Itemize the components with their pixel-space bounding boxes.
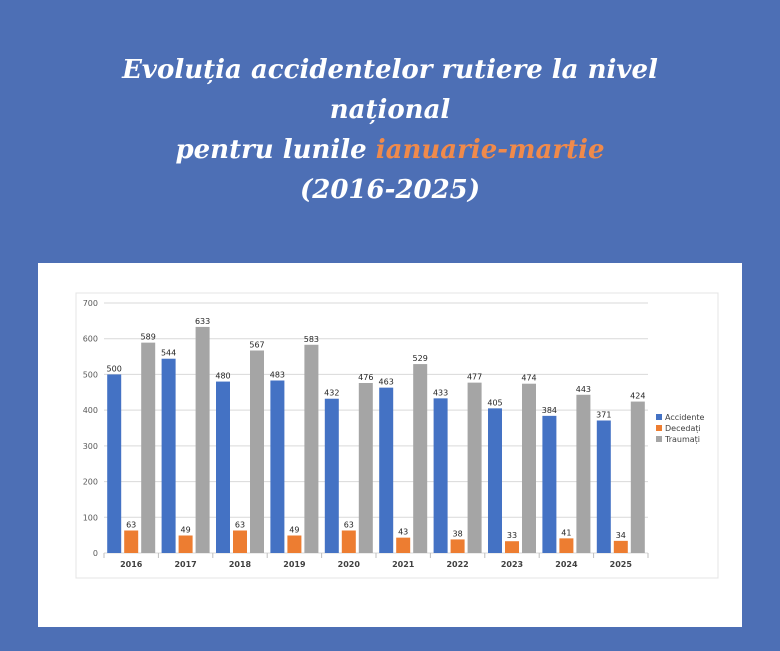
data-label: 433 xyxy=(433,388,448,397)
bar-accidente xyxy=(488,408,502,553)
bar-accidente xyxy=(216,381,230,553)
data-label: 477 xyxy=(467,373,482,382)
title-line-3: pentru lunile ianuarie-martie xyxy=(0,130,780,170)
bar-decedati xyxy=(233,530,247,553)
bar-decedati xyxy=(396,537,411,553)
data-label: 474 xyxy=(521,374,536,383)
legend-swatch xyxy=(656,436,662,442)
data-label: 63 xyxy=(344,521,354,530)
data-label: 41 xyxy=(561,528,571,537)
bar-accidente xyxy=(270,380,285,553)
data-label: 476 xyxy=(358,373,373,382)
bar-decedati xyxy=(178,535,193,553)
x-tick-label: 2017 xyxy=(174,560,196,569)
page-title: Evoluția accidentelor rutiere la nivel n… xyxy=(0,50,780,210)
x-tick-label: 2025 xyxy=(610,560,633,569)
data-label: 589 xyxy=(141,333,156,342)
data-label: 405 xyxy=(487,398,502,407)
data-label: 371 xyxy=(596,411,611,420)
x-tick-label: 2019 xyxy=(283,560,306,569)
data-label: 544 xyxy=(161,349,176,358)
bar-accidente xyxy=(379,387,394,553)
y-tick-label: 500 xyxy=(83,370,98,379)
bar-accidente xyxy=(596,420,611,553)
bar-decedati xyxy=(287,535,302,553)
bar-accidente xyxy=(107,374,122,553)
y-tick-label: 700 xyxy=(83,299,98,308)
legend-swatch xyxy=(656,414,662,420)
bar-accidente xyxy=(433,398,448,553)
bar-traumati xyxy=(576,394,591,553)
bar-traumati xyxy=(304,344,319,553)
bar-traumati xyxy=(413,364,428,553)
bar-traumati xyxy=(522,383,536,553)
x-tick-label: 2023 xyxy=(501,560,523,569)
title-highlight: ianuarie-martie xyxy=(375,135,605,165)
y-tick-label: 0 xyxy=(93,549,98,558)
x-tick-label: 2016 xyxy=(120,560,143,569)
bar-accidente xyxy=(542,415,557,553)
bar-traumati xyxy=(195,326,210,553)
chart-frame xyxy=(75,292,719,579)
y-tick-label: 300 xyxy=(83,442,98,451)
x-tick-label: 2021 xyxy=(392,560,415,569)
bar-decedati xyxy=(124,530,139,553)
legend-label: Accidente xyxy=(665,413,705,422)
legend-swatch xyxy=(656,425,662,431)
chart-card: 0 100 200 300 400 500 600 700 500 63 589 2016 544 49 6… xyxy=(38,263,742,627)
x-tick-label: 2018 xyxy=(229,560,252,569)
legend-label: Decedați xyxy=(665,424,701,434)
y-tick-label: 100 xyxy=(83,513,98,522)
bar-decedati xyxy=(341,530,356,553)
title-line-3-prefix: pentru lunile xyxy=(175,135,376,165)
bar-traumati xyxy=(141,342,156,553)
title-line-1: Evoluția accidentelor rutiere la nivel xyxy=(122,55,658,85)
data-label: 529 xyxy=(413,354,428,363)
bar-decedati xyxy=(505,541,519,553)
title-line-4: (2016-2025) xyxy=(299,175,481,205)
bar-chart: 0 100 200 300 400 500 600 700 500 63 589 2016 544 49 6… xyxy=(75,292,719,579)
bar-traumati xyxy=(250,350,264,553)
data-label: 43 xyxy=(398,528,408,537)
data-label: 443 xyxy=(576,385,591,394)
data-label: 424 xyxy=(630,392,645,401)
data-label: 463 xyxy=(379,378,394,387)
data-label: 63 xyxy=(235,521,245,530)
data-label: 500 xyxy=(107,364,122,373)
data-label: 483 xyxy=(270,371,285,380)
data-label: 49 xyxy=(181,526,191,535)
data-label: 33 xyxy=(507,531,517,540)
title-line-2: național xyxy=(329,95,451,125)
data-label: 49 xyxy=(289,526,299,535)
data-label: 432 xyxy=(324,389,339,398)
x-tick-label: 2024 xyxy=(555,560,578,569)
x-tick-label: 2022 xyxy=(446,560,468,569)
bar-accidente xyxy=(324,398,339,553)
bar-traumati xyxy=(358,383,373,553)
y-tick-label: 600 xyxy=(83,335,98,344)
data-label: 480 xyxy=(215,372,230,381)
bar-decedati xyxy=(559,538,574,553)
data-label: 38 xyxy=(453,529,463,538)
y-tick-label: 400 xyxy=(83,406,98,415)
data-label: 633 xyxy=(195,317,210,326)
bar-accidente xyxy=(161,358,176,553)
bar-decedati xyxy=(613,540,628,553)
bar-traumati xyxy=(467,382,482,553)
bar-traumati xyxy=(630,401,645,553)
y-tick-label: 200 xyxy=(83,478,98,487)
bar-decedati xyxy=(450,539,465,553)
data-label: 583 xyxy=(304,335,319,344)
data-label: 567 xyxy=(249,341,264,350)
data-label: 63 xyxy=(126,521,136,530)
legend-label: Traumați xyxy=(664,435,700,445)
data-label: 384 xyxy=(542,406,557,415)
data-label: 34 xyxy=(616,531,626,540)
x-tick-label: 2020 xyxy=(338,560,361,569)
